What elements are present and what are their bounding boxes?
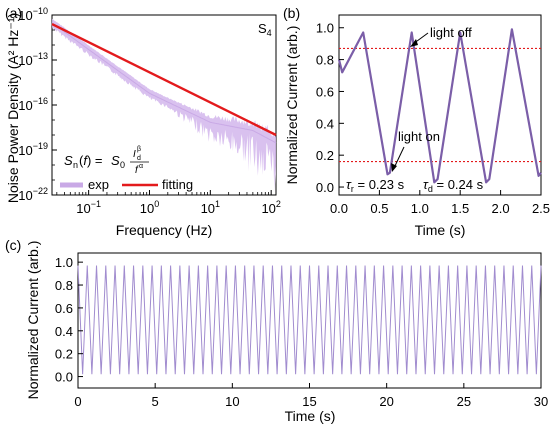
panel-b-ytick-label: 1.0 <box>316 21 334 36</box>
panel-c-ytick-label: 1.0 <box>55 255 73 270</box>
legend: exp fitting <box>60 177 193 192</box>
panel-c-xtick-label: 5 <box>152 394 159 409</box>
panel-b-ytick-label: 0.8 <box>316 53 334 68</box>
panel-c-xtick-label: 15 <box>302 394 316 409</box>
formula: S n (f) = S 0 I d β f α <box>64 146 149 176</box>
panel-c-ytick-label: 0.6 <box>55 301 73 316</box>
panel-c-ytick-label: 0.0 <box>55 370 73 385</box>
panel-a-ytick-label: 10−10 <box>18 6 48 23</box>
panel-a: (a) 10−1 100 101 102 10−22 10−19 10−16 10−13 10−… <box>5 5 281 238</box>
panel-b-xtick-label: 0.0 <box>330 201 348 216</box>
annotation-light-off: light off <box>430 25 472 40</box>
svg-text:I: I <box>133 149 136 160</box>
svg-text:α: α <box>139 163 143 170</box>
panel-a-ytick-label: 10−13 <box>18 51 48 68</box>
panel-c-xtick-label: 10 <box>225 394 239 409</box>
svg-text:S: S <box>111 153 120 168</box>
panel-b-ytick-label: 0.2 <box>316 148 334 163</box>
annotation-tau-d: τd = 0.24 s <box>423 177 484 194</box>
panel-b-xtick-label: 1.0 <box>411 201 429 216</box>
panel-c-ytick-label: 0.8 <box>55 278 73 293</box>
panel-b-xtick-label: 2.0 <box>492 201 510 216</box>
annotation-tau-r: τr = 0.23 s <box>346 177 405 194</box>
panel-b-ylabel: Normalized Current (arb.) <box>284 26 300 185</box>
series-normalized-current-b <box>337 28 542 184</box>
panel-c-xlabel: Time (s) <box>285 408 336 424</box>
panel-b: (b) 0.0 0.5 1.0 1.5 2.0 2.5 0.0 0.2 0.4 0.6 0.8 1.0… <box>283 5 550 238</box>
panel-c-xtick-label: 30 <box>534 394 548 409</box>
panel-a-xtick-label: 101 <box>201 199 220 216</box>
panel-a-xlabel: Frequency (Hz) <box>116 222 212 238</box>
panel-a-xtick-label: 100 <box>140 199 159 216</box>
panel-c-xtick-label: 20 <box>379 394 393 409</box>
panel-a-label: (a) <box>5 5 22 21</box>
panel-c-ytick-label: 0.4 <box>55 324 73 339</box>
panel-a-ylabel: Noise Power Density (A² Hz⁻¹) <box>5 13 21 203</box>
legend-exp: exp <box>88 177 109 192</box>
series-fitting <box>51 22 277 137</box>
panel-c-ytick-label: 0.2 <box>55 347 73 362</box>
panel-b-frame <box>338 14 542 196</box>
series-exp <box>52 18 276 192</box>
svg-text:β: β <box>137 146 141 153</box>
panel-c-ylabel: Normalized Current (arb.) <box>25 241 41 400</box>
arrow-light-on <box>393 146 405 169</box>
panel-b-xlabel: Time (s) <box>415 222 466 238</box>
svg-text:0: 0 <box>120 160 125 170</box>
annotation-light-on: light on <box>398 129 440 144</box>
panel-a-ytick-label: 10−16 <box>18 96 48 113</box>
sample-label: S4 <box>258 21 272 38</box>
svg-text:S: S <box>64 153 73 168</box>
arrowhead-light-on <box>391 163 397 172</box>
legend-fitting: fitting <box>162 177 193 192</box>
panel-a-xtick-label: 102 <box>261 199 280 216</box>
panel-b-label: (b) <box>283 5 300 21</box>
panel-c-label: (c) <box>5 237 21 253</box>
panel-b-xtick-label: 2.5 <box>532 201 550 216</box>
svg-text:n: n <box>73 160 78 170</box>
svg-text:(f) =: (f) = <box>79 153 103 168</box>
series-exp-line <box>51 22 277 144</box>
panel-c-xtick-label: 0 <box>74 394 81 409</box>
panel-b-ytick-label: 0.6 <box>316 84 334 99</box>
panel-a-xtick-label: 10−1 <box>76 199 101 216</box>
panel-a-ytick-label: 10−19 <box>18 141 48 158</box>
panel-b-xtick-label: 0.5 <box>370 201 388 216</box>
arrowhead-light-off <box>410 39 418 47</box>
svg-text:d: d <box>137 155 141 162</box>
panel-b-xtick-label: 1.5 <box>451 201 469 216</box>
svg-text:f: f <box>135 165 139 176</box>
panel-b-ytick-label: 0.4 <box>316 116 334 131</box>
panel-a-ytick-label: 10−22 <box>18 186 48 203</box>
panel-b-ytick-label: 0.0 <box>316 180 334 195</box>
series-normalized-current-c <box>77 265 542 375</box>
panel-c-xtick-label: 25 <box>457 394 471 409</box>
panel-c: (c) 0 5 10 15 20 25 30 0.0 0.2 0.4 0.6 0.8 1.0 Time … <box>5 237 548 424</box>
panel-a-series <box>51 18 277 192</box>
